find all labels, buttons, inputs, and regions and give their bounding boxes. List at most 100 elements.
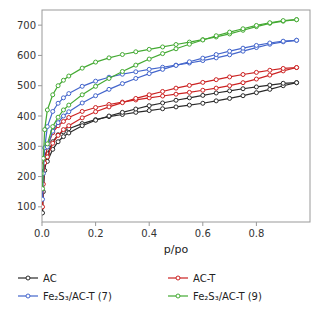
point <box>80 124 84 128</box>
axes: 0.00.20.40.60.8100200300400500600700 <box>17 20 264 239</box>
series-line <box>47 20 296 144</box>
point <box>268 83 272 87</box>
point <box>268 21 272 25</box>
point <box>51 141 55 145</box>
point <box>120 101 124 105</box>
legend-marker <box>176 276 180 280</box>
series-line <box>43 20 297 189</box>
point <box>174 105 178 109</box>
point <box>120 53 124 57</box>
point <box>268 21 272 25</box>
point <box>120 82 124 86</box>
point <box>295 81 299 85</box>
point <box>67 110 71 114</box>
point <box>134 96 138 100</box>
point <box>67 74 71 78</box>
x-tick-label: 0.8 <box>248 228 264 239</box>
point <box>268 87 272 91</box>
point <box>161 67 165 71</box>
x-tick <box>202 222 203 226</box>
point <box>201 38 205 42</box>
point <box>268 41 272 45</box>
x-tick <box>149 222 150 226</box>
point <box>241 46 245 50</box>
series <box>42 81 299 215</box>
point <box>56 101 60 105</box>
point <box>241 94 245 98</box>
point <box>295 66 299 70</box>
point <box>147 109 151 113</box>
point <box>281 19 285 23</box>
y-tick-label: 500 <box>17 80 36 91</box>
point <box>201 93 205 97</box>
legend-marker <box>176 294 180 298</box>
y-tick-label: 400 <box>17 111 36 122</box>
series <box>45 18 298 146</box>
point <box>161 89 165 93</box>
point <box>107 87 111 91</box>
point <box>107 105 111 109</box>
point <box>42 205 45 209</box>
legend-label: Fe₂S₃/AC-T (9) <box>193 291 262 302</box>
point <box>281 39 285 43</box>
point <box>281 81 285 85</box>
point <box>56 133 60 137</box>
point <box>161 52 165 56</box>
point <box>107 76 111 80</box>
point <box>214 53 218 57</box>
point <box>67 124 71 128</box>
point <box>228 84 232 88</box>
point <box>80 101 84 105</box>
point <box>61 108 65 112</box>
point <box>56 115 60 119</box>
point <box>107 115 111 119</box>
legend-label: Fe₂S₃/AC-T (7) <box>43 291 112 302</box>
x-tick-label: 0.6 <box>195 228 211 239</box>
chart: 0.00.20.40.60.8100200300400500600700p/po… <box>0 0 320 320</box>
series <box>42 18 299 191</box>
point <box>94 79 98 83</box>
point <box>228 96 232 100</box>
point <box>94 118 98 122</box>
y-tick-label: 100 <box>17 201 36 212</box>
series <box>42 38 299 201</box>
y-tick <box>38 55 42 56</box>
point <box>187 60 191 64</box>
y-tick-label: 300 <box>17 141 36 152</box>
point <box>94 118 98 122</box>
point <box>161 107 165 111</box>
point <box>174 86 178 90</box>
x-tick <box>256 222 257 226</box>
point <box>214 34 218 38</box>
point <box>228 49 232 53</box>
point <box>201 56 205 60</box>
point <box>281 66 285 70</box>
legend-label: AC <box>43 273 57 284</box>
point <box>295 81 299 85</box>
point <box>56 133 60 137</box>
point <box>147 93 151 97</box>
point <box>187 103 191 107</box>
point <box>120 110 124 114</box>
x-tick <box>95 222 96 226</box>
x-tick <box>42 222 43 226</box>
point <box>67 116 71 120</box>
point <box>201 101 205 105</box>
series-line <box>43 83 297 213</box>
point <box>254 43 258 47</box>
legend-marker <box>26 276 30 280</box>
point <box>295 18 299 22</box>
point <box>147 57 151 61</box>
point <box>45 108 49 112</box>
point <box>254 23 258 27</box>
series <box>45 81 298 164</box>
point <box>67 103 71 107</box>
point <box>214 99 218 103</box>
point <box>56 140 60 144</box>
point <box>67 131 71 135</box>
point <box>80 93 84 97</box>
point <box>120 69 124 73</box>
point <box>51 93 55 97</box>
point <box>61 135 65 139</box>
point <box>134 63 138 67</box>
